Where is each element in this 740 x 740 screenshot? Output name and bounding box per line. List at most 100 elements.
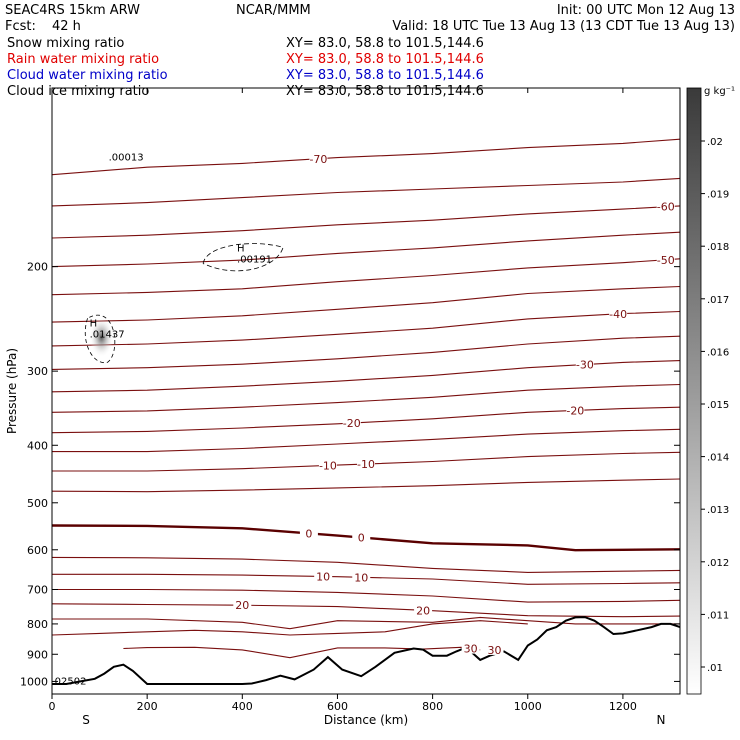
contour-label: -30 [576,359,594,372]
contour-label-bg [357,458,375,470]
feature-max-value: .02502 [52,677,87,688]
temperature-contour [52,451,680,472]
colorbar-tick-label: .013 [707,505,729,516]
contour-label-bg [314,570,333,582]
temperature-contour [52,285,680,323]
colorbar-tick-label: .012 [707,558,729,569]
contour-label-bg [656,253,675,265]
temperature-contour [52,588,680,603]
contour-label-bg [233,599,252,611]
contour-label: -40 [609,308,627,321]
x-tick-label: 600 [327,700,348,713]
cloud-ice-contour [202,243,284,272]
contour-label: -60 [657,201,675,214]
plot-frame [51,87,681,695]
feature-max-value: .00191 [237,254,272,265]
feature-max-value: .01437 [90,329,125,340]
contour-label-bg [609,307,628,319]
field-name: Snow mixing ratio [7,36,124,51]
temperature-contour [123,646,481,659]
temperature-contour [52,335,680,370]
colorbar: g kg⁻¹ .02.019.018.017.016.015.014.013.0… [686,86,735,695]
contour-label-bg [352,531,371,543]
field-name: Rain water mixing ratio [7,52,159,67]
y-tick-label: 200 [27,261,48,274]
x-tick-label: 800 [422,700,443,713]
y-tick-label: 800 [27,618,48,631]
colorbar-tick-label: .014 [707,453,729,464]
colorbar-scale [686,87,702,695]
colorbar-tick-label: .011 [707,610,729,621]
contour-label: -70 [309,153,327,166]
terrain-profile [52,616,680,685]
colorbar-tick-label: .016 [707,347,729,358]
contour-label: 30 [464,643,478,656]
field-xy-range: XY= 83.0, 58.8 to 101.5,144.6 [286,52,484,67]
field-xy-range: XY= 83.0, 58.8 to 101.5,144.6 [286,84,484,99]
contour-label: 0 [305,527,312,540]
contour-label: 20 [235,599,249,612]
y-tick-label: 300 [27,365,48,378]
contour-label: 20 [416,604,430,617]
colorbar-unit: g kg⁻¹ [704,86,735,97]
temperature-contour [52,428,680,453]
temperature-contour [52,310,680,347]
y-tick-label: 400 [27,439,48,452]
contour-label-bg [461,642,480,654]
temperature-contour [52,205,680,239]
x-tick-label: 1000 [514,700,542,713]
feature-max-value: .00013 [109,153,144,164]
y-tick-label: 900 [27,648,48,661]
temperature-contour [52,360,680,393]
contour-label-bg [566,404,585,416]
forecast-label: Fcst: [5,19,36,34]
temperature-contour [52,258,680,296]
temperature-contour [52,620,528,636]
temperature-contour [52,573,680,585]
temperature-contour [52,383,680,413]
x-axis-title: Distance (km) [324,713,408,727]
colorbar-tick-label: .01 [707,663,723,674]
contour-label-bg [575,358,594,370]
temperature-contour [52,406,680,434]
contour-label-bg [309,152,328,164]
snow-contour [84,314,116,363]
y-tick-label: 700 [27,584,48,597]
colorbar-ticks: .02 .019 .018 .017 .016 .015 .014 .013 .012 .011.… [701,137,729,674]
contour-label: -20 [566,404,584,417]
y-tick-label: 500 [27,497,48,510]
contour-label-bg [299,527,318,539]
contour-label: 10 [316,570,330,583]
contour-label: 0 [358,532,365,545]
contour-label-bg [656,200,675,212]
contour-label: 30 [487,644,501,657]
x-tick-label: 200 [137,700,158,713]
contour-label-bg [414,604,433,616]
y-tick-label: 1000 [20,675,48,688]
colorbar-tick-label: .019 [707,190,729,201]
feature-high-marker: H [237,243,245,254]
contour-label-bg [352,571,371,583]
valid-time: Valid: 18 UTC Tue 13 Aug 13 (13 CDT Tue … [392,19,735,34]
x-tick-label: 400 [232,700,253,713]
colorbar-tick-label: .02 [707,137,723,148]
temperature-contour [52,231,680,268]
contour-label: -10 [357,458,375,471]
colorbar-tick-label: .015 [707,400,729,411]
feature-high-marker: H [90,318,98,329]
field-xy-range: XY= 83.0, 58.8 to 101.5,144.6 [286,36,484,51]
field-name: Cloud water mixing ratio [7,68,168,83]
contour-label-bg [342,417,361,429]
snow-max-shading [89,317,114,358]
contour-label: 10 [354,571,368,584]
contour-label-bg [485,643,504,655]
forecast-hours: 42 h [52,19,81,34]
temperature-contour [52,556,680,573]
temperature-contour [52,603,680,618]
org-label: NCAR/MMM [236,3,311,18]
temperature-contour [52,616,680,630]
y-axis-title: Pressure (hPa) [5,348,19,434]
